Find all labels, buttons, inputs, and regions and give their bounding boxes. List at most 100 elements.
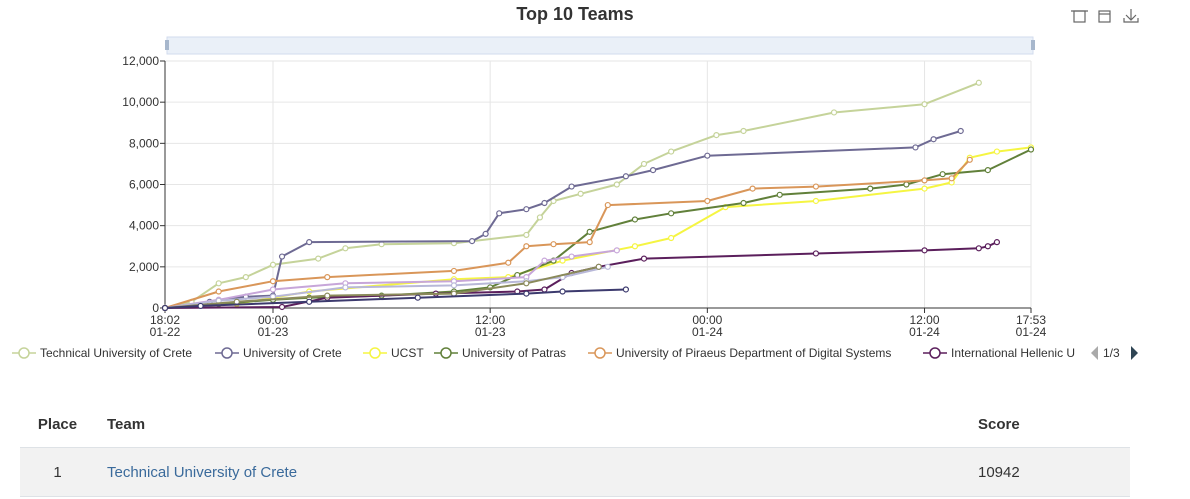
data-point	[215, 288, 222, 295]
legend-next-icon[interactable]	[1131, 346, 1138, 360]
data-point	[631, 243, 639, 250]
data-point	[523, 206, 530, 213]
legend-marker-icon	[18, 347, 30, 359]
data-point	[867, 185, 874, 192]
data-point	[812, 183, 820, 190]
data-point	[482, 230, 489, 237]
legend-prev-icon[interactable]	[1091, 346, 1098, 360]
data-point	[586, 228, 593, 235]
restore-icon[interactable]	[1098, 10, 1111, 23]
data-point	[414, 294, 421, 301]
data-point	[568, 253, 575, 260]
data-point	[523, 231, 530, 239]
x-tick-date: 01-23	[258, 325, 289, 339]
data-point	[595, 263, 602, 270]
legend-item[interactable]: Technical University of Crete	[12, 346, 192, 360]
data-zoom-slider[interactable]	[165, 36, 1035, 55]
data-point	[668, 234, 675, 242]
data-point	[776, 191, 783, 198]
data-point	[269, 278, 277, 285]
legend-marker-icon	[929, 347, 941, 359]
data-point	[568, 183, 575, 190]
data-point	[975, 79, 982, 86]
data-point	[812, 197, 820, 205]
legend-pager: 1/3	[1091, 346, 1138, 360]
legend-item[interactable]: International Hellenic U	[923, 346, 1075, 360]
data-point	[550, 241, 557, 248]
data-point	[586, 239, 593, 246]
header-team: Team	[95, 400, 966, 448]
y-tick-label: 0	[152, 301, 159, 315]
series-line	[164, 130, 961, 309]
data-point	[668, 148, 675, 155]
toolbox	[1071, 9, 1139, 23]
x-tick-date: 01-23	[475, 325, 506, 339]
legend-marker-icon	[594, 347, 606, 359]
zoom-icon[interactable]	[1071, 10, 1088, 23]
legend-label: International Hellenic U	[951, 346, 1075, 360]
data-point	[161, 304, 169, 312]
legend-marker-icon	[369, 347, 381, 359]
series-0	[161, 79, 982, 312]
series-4	[161, 156, 973, 312]
data-point	[278, 253, 286, 260]
x-tick-time: 00:00	[692, 313, 722, 327]
x-tick-date: 01-22	[150, 325, 181, 339]
data-point	[704, 197, 711, 205]
data-point	[450, 267, 458, 275]
legend-item[interactable]: University of Patras	[434, 346, 566, 360]
cell-team: Technical University of Crete	[95, 447, 966, 497]
data-point	[541, 199, 548, 207]
x-tick-time: 00:00	[258, 313, 288, 327]
data-point	[930, 136, 937, 143]
data-point	[269, 261, 277, 268]
data-point	[536, 214, 544, 221]
data-point	[939, 171, 946, 178]
series-line	[164, 265, 609, 309]
data-point	[613, 181, 620, 188]
data-point	[1027, 146, 1035, 153]
data-point	[957, 127, 964, 135]
legend-page-label: 1/3	[1103, 346, 1120, 360]
data-point	[812, 250, 820, 257]
data-point	[622, 173, 630, 180]
series-line	[164, 159, 971, 309]
x-tick-time: 12:00	[910, 313, 940, 327]
data-point	[577, 190, 584, 197]
data-point	[921, 247, 928, 254]
data-point	[830, 109, 838, 116]
legend-label: Technical University of Crete	[40, 346, 192, 360]
axes: 02,0004,0006,0008,00010,00012,00018:0201…	[122, 54, 1046, 339]
data-point	[269, 286, 277, 293]
leaderboard-table: Place Team Score 1 Technical University …	[20, 400, 1130, 497]
data-point	[749, 185, 756, 192]
legend-item[interactable]: University of Piraeus Department of Digi…	[588, 346, 891, 360]
data-point	[505, 259, 512, 266]
series-2	[161, 144, 1035, 312]
data-point	[649, 166, 657, 174]
data-point	[306, 239, 313, 246]
x-tick-time: 18:02	[150, 313, 180, 327]
x-tick-date: 01-24	[1016, 325, 1047, 339]
y-tick-label: 12,000	[122, 54, 159, 68]
y-tick-label: 2,000	[129, 260, 159, 274]
data-point	[306, 298, 313, 305]
data-point	[541, 286, 548, 293]
header-score: Score	[966, 400, 1130, 448]
zoom-handle-right[interactable]	[1031, 40, 1035, 50]
leaderboard: Place Team Score 1 Technical University …	[20, 400, 1130, 497]
data-point	[921, 101, 928, 108]
team-link[interactable]: Technical University of Crete	[107, 464, 298, 481]
download-icon[interactable]	[1123, 9, 1139, 23]
data-point	[631, 216, 639, 223]
zoom-handle-left[interactable]	[165, 40, 169, 50]
legend-item[interactable]: UCST	[363, 346, 424, 360]
data-point	[242, 274, 249, 281]
data-point	[966, 156, 973, 163]
data-point	[278, 303, 286, 311]
data-point	[604, 263, 611, 270]
legend-marker-icon	[440, 347, 452, 359]
legend-item[interactable]: University of Crete	[215, 346, 342, 360]
data-point	[496, 210, 503, 217]
data-point	[523, 243, 530, 250]
